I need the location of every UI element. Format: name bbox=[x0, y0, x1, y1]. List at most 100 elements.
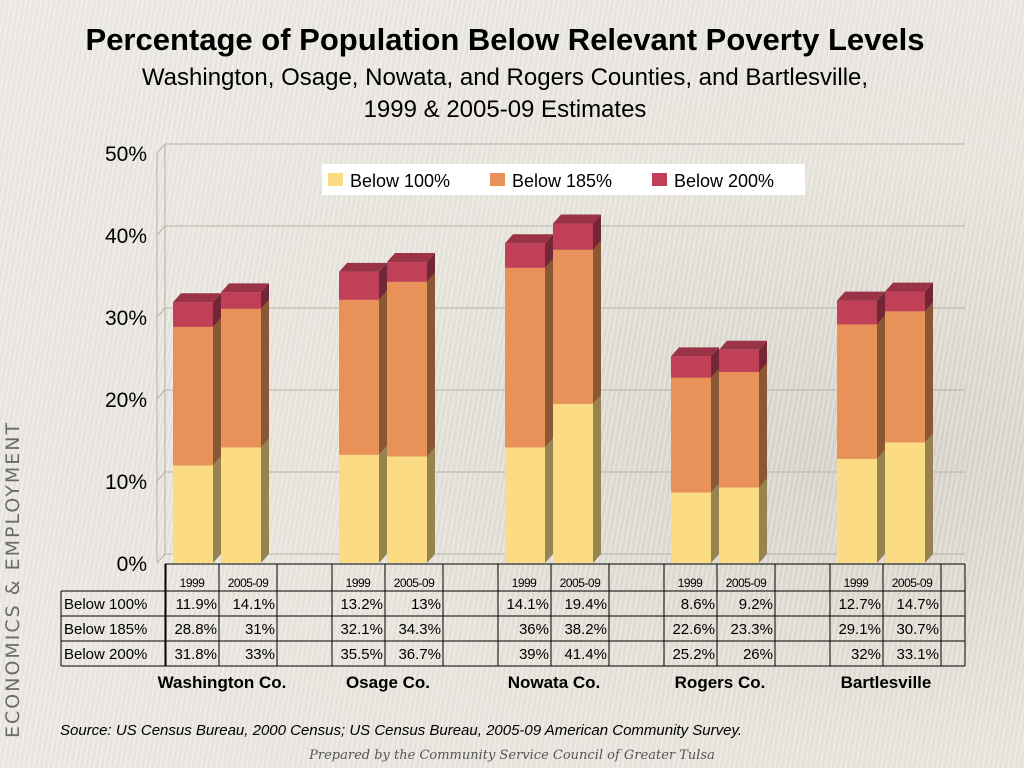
bar-segment bbox=[339, 271, 379, 300]
bar-side bbox=[711, 483, 719, 563]
bar-side bbox=[213, 317, 221, 466]
bar-side bbox=[877, 291, 885, 325]
table-cell: 29.1% bbox=[838, 621, 881, 638]
table-cell: 19.4% bbox=[564, 596, 607, 613]
table-cell: 23.3% bbox=[730, 621, 773, 638]
table-cell: 14.7% bbox=[896, 596, 939, 613]
bar-top bbox=[387, 253, 435, 263]
gridline-side bbox=[156, 389, 166, 400]
bar-segment bbox=[885, 311, 925, 443]
bar-side bbox=[379, 262, 387, 300]
legend-swatch bbox=[490, 173, 505, 186]
bar-segment bbox=[671, 492, 711, 563]
period-label: 1999 bbox=[844, 576, 870, 590]
bar-side bbox=[379, 445, 387, 563]
bar-segment bbox=[221, 292, 261, 309]
bar-side bbox=[877, 449, 885, 563]
bar-side bbox=[593, 214, 601, 250]
table-cell: 34.3% bbox=[398, 621, 441, 638]
bar-side bbox=[925, 433, 933, 563]
gridline-side bbox=[156, 553, 166, 564]
table-cell: 14.1% bbox=[232, 596, 275, 613]
y-tick-label: 0% bbox=[117, 553, 147, 576]
period-label: 1999 bbox=[678, 576, 704, 590]
bar-side bbox=[925, 282, 933, 312]
legend-label: Below 200% bbox=[674, 171, 774, 191]
bar-side bbox=[379, 290, 387, 455]
bar-segment bbox=[553, 249, 593, 404]
bar-side bbox=[925, 302, 933, 443]
y-tick-label: 50% bbox=[105, 143, 147, 166]
bar-segment bbox=[837, 458, 877, 563]
bar-side bbox=[711, 368, 719, 493]
prepared-by-footer: Prepared by the Community Service Counci… bbox=[309, 748, 715, 763]
group-label: Bartlesville bbox=[841, 673, 932, 692]
bar-top bbox=[505, 234, 553, 244]
bar-segment bbox=[553, 223, 593, 250]
source-note: Source: US Census Bureau, 2000 Census; U… bbox=[60, 722, 743, 739]
bar-top bbox=[719, 340, 767, 350]
table-cell: 33% bbox=[245, 646, 275, 663]
bar-segment bbox=[719, 349, 759, 372]
bar-segment bbox=[885, 291, 925, 312]
chart-title: Percentage of Population Below Relevant … bbox=[85, 22, 925, 57]
table-cell: 39% bbox=[519, 646, 549, 663]
table-cell: 28.8% bbox=[174, 621, 217, 638]
bar-side bbox=[213, 293, 221, 327]
bar-segment bbox=[505, 243, 545, 268]
y-tick-label: 40% bbox=[105, 225, 147, 248]
subtitle-line-1: Washington, Osage, Nowata, and Rogers Co… bbox=[141, 64, 869, 91]
group-label: Washington Co. bbox=[158, 673, 287, 692]
bar-side bbox=[711, 347, 719, 378]
bar-side bbox=[593, 240, 601, 404]
bar-side bbox=[261, 283, 269, 309]
gridline-side bbox=[156, 225, 166, 236]
group-label: Nowata Co. bbox=[508, 673, 601, 692]
period-label: 1999 bbox=[346, 576, 372, 590]
period-label: 2005-09 bbox=[892, 576, 933, 590]
table-cell: 22.6% bbox=[672, 621, 715, 638]
bar-segment bbox=[221, 447, 261, 563]
period-label: 1999 bbox=[180, 576, 206, 590]
table-cell: 14.1% bbox=[506, 596, 549, 613]
bar-side bbox=[261, 438, 269, 563]
bar-segment bbox=[671, 356, 711, 378]
gridline-side bbox=[156, 307, 166, 318]
bar-side bbox=[759, 340, 767, 372]
bar-segment bbox=[719, 371, 759, 488]
bar-segment bbox=[387, 456, 427, 563]
period-label: 2005-09 bbox=[726, 576, 767, 590]
y-tick-label: 30% bbox=[105, 307, 147, 330]
y-tick-label: 10% bbox=[105, 471, 147, 494]
bar-segment bbox=[387, 262, 427, 282]
group-label: Osage Co. bbox=[346, 673, 430, 692]
table-cell: 33.1% bbox=[896, 646, 939, 663]
bar-top bbox=[837, 291, 885, 301]
table-cell: 13.2% bbox=[340, 596, 383, 613]
legend-box bbox=[322, 164, 805, 195]
table-cell: 13% bbox=[411, 596, 441, 613]
bar-side bbox=[759, 362, 767, 488]
bar-top bbox=[221, 283, 269, 293]
gridline-side bbox=[156, 143, 166, 154]
bar-side bbox=[593, 394, 601, 563]
bar-segment bbox=[719, 487, 759, 563]
table-cell: 8.6% bbox=[681, 596, 715, 613]
table-cell: 41.4% bbox=[564, 646, 607, 663]
bar-segment bbox=[505, 447, 545, 563]
bar-segment bbox=[553, 403, 593, 563]
bar-segment bbox=[837, 300, 877, 325]
table-cell: 11.9% bbox=[176, 596, 217, 613]
group-label: Rogers Co. bbox=[675, 673, 766, 692]
table-row-label: Below 200% bbox=[64, 646, 147, 663]
table-cell: 26% bbox=[743, 646, 773, 663]
table-cell: 36.7% bbox=[398, 646, 441, 663]
table-cell: 25.2% bbox=[672, 646, 715, 663]
period-label: 2005-09 bbox=[228, 576, 269, 590]
bar-segment bbox=[837, 324, 877, 459]
bar-segment bbox=[173, 465, 213, 563]
table-cell: 31% bbox=[245, 621, 275, 638]
stacked-bar-chart: 0% 10% 20% 30% 40% 50% Below 100% Below 185% Bel… bbox=[60, 143, 966, 692]
bar-side bbox=[877, 315, 885, 459]
legend-label: Below 185% bbox=[512, 171, 612, 191]
